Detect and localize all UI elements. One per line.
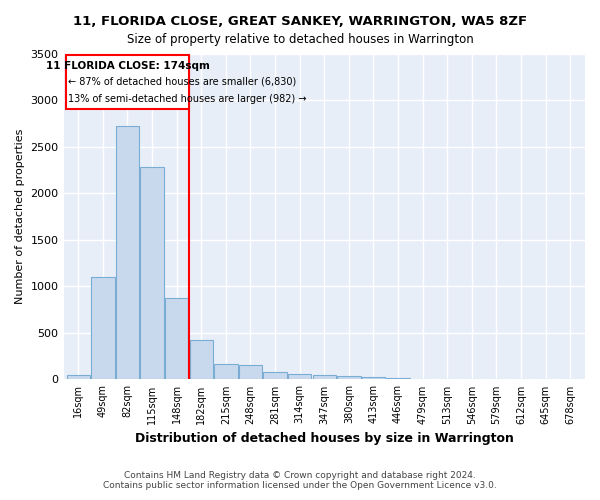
Text: 13% of semi-detached houses are larger (982) →: 13% of semi-detached houses are larger (…	[68, 94, 307, 104]
Bar	[337, 376, 361, 380]
Bar	[91, 277, 115, 380]
Bar	[140, 166, 164, 380]
Bar	[263, 372, 287, 380]
Bar	[386, 378, 410, 380]
Bar	[288, 374, 311, 380]
Bar	[67, 375, 90, 380]
Text: ← 87% of detached houses are smaller (6,830): ← 87% of detached houses are smaller (6,…	[68, 77, 297, 87]
Text: Contains HM Land Registry data © Crown copyright and database right 2024.
Contai: Contains HM Land Registry data © Crown c…	[103, 470, 497, 490]
Text: 11 FLORIDA CLOSE: 174sqm: 11 FLORIDA CLOSE: 174sqm	[46, 60, 209, 70]
Text: Size of property relative to detached houses in Warrington: Size of property relative to detached ho…	[127, 32, 473, 46]
Bar	[239, 365, 262, 380]
Text: 11, FLORIDA CLOSE, GREAT SANKEY, WARRINGTON, WA5 8ZF: 11, FLORIDA CLOSE, GREAT SANKEY, WARRING…	[73, 15, 527, 28]
Bar	[190, 340, 213, 380]
Bar	[165, 298, 188, 380]
Bar	[116, 126, 139, 380]
Bar	[214, 364, 238, 380]
X-axis label: Distribution of detached houses by size in Warrington: Distribution of detached houses by size …	[135, 432, 514, 445]
FancyBboxPatch shape	[66, 55, 189, 109]
Bar	[313, 375, 336, 380]
Bar	[362, 377, 385, 380]
Y-axis label: Number of detached properties: Number of detached properties	[15, 129, 25, 304]
